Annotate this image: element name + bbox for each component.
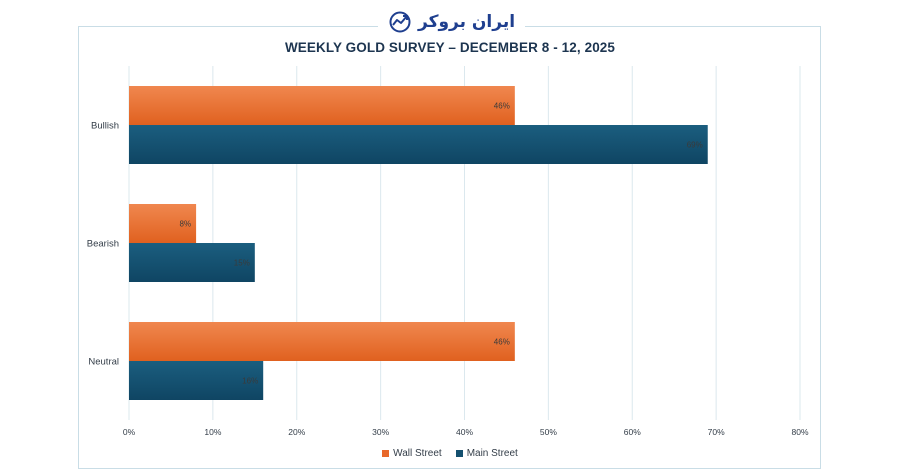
data-label: 15% — [234, 259, 250, 268]
brand-logo: ایران بروکر — [378, 8, 526, 36]
legend-label: Wall Street — [393, 448, 442, 459]
x-tick-label: 70% — [708, 427, 725, 437]
trend-chart-icon — [389, 11, 411, 33]
legend-swatch — [382, 450, 390, 457]
bar-wall-street — [129, 322, 515, 361]
x-tick-label: 10% — [204, 427, 221, 437]
data-label: 69% — [687, 141, 703, 150]
data-label: 46% — [494, 338, 510, 347]
bar-main-street — [129, 361, 264, 400]
bar-main-street — [129, 243, 255, 282]
x-tick-label: 50% — [540, 427, 557, 437]
data-label: 46% — [494, 102, 510, 111]
legend-label: Main Street — [466, 448, 518, 459]
data-label: 16% — [242, 377, 258, 386]
legend-swatch — [455, 450, 463, 457]
x-tick-label: 80% — [791, 427, 808, 437]
x-tick-label: 30% — [372, 427, 389, 437]
bar-wall-street — [129, 86, 515, 125]
bar-wall-street — [129, 204, 197, 243]
bar-main-street — [129, 125, 708, 164]
category-label: Bullish — [91, 121, 119, 132]
legend-item: Wall Street — [382, 448, 442, 459]
x-tick-label: 60% — [624, 427, 641, 437]
category-label: Neutral — [88, 357, 119, 368]
chart-title: WEEKLY GOLD SURVEY – DECEMBER 8 - 12, 20… — [284, 40, 616, 55]
x-tick-label: 0% — [123, 427, 136, 437]
category-label: Bearish — [87, 239, 119, 250]
data-label: 8% — [180, 220, 192, 229]
brand-name: ایران بروکر — [418, 12, 516, 32]
legend-item: Main Street — [455, 448, 518, 459]
legend: Wall Street Main Street — [0, 448, 900, 459]
x-tick-label: 40% — [456, 427, 473, 437]
x-tick-label: 20% — [288, 427, 305, 437]
